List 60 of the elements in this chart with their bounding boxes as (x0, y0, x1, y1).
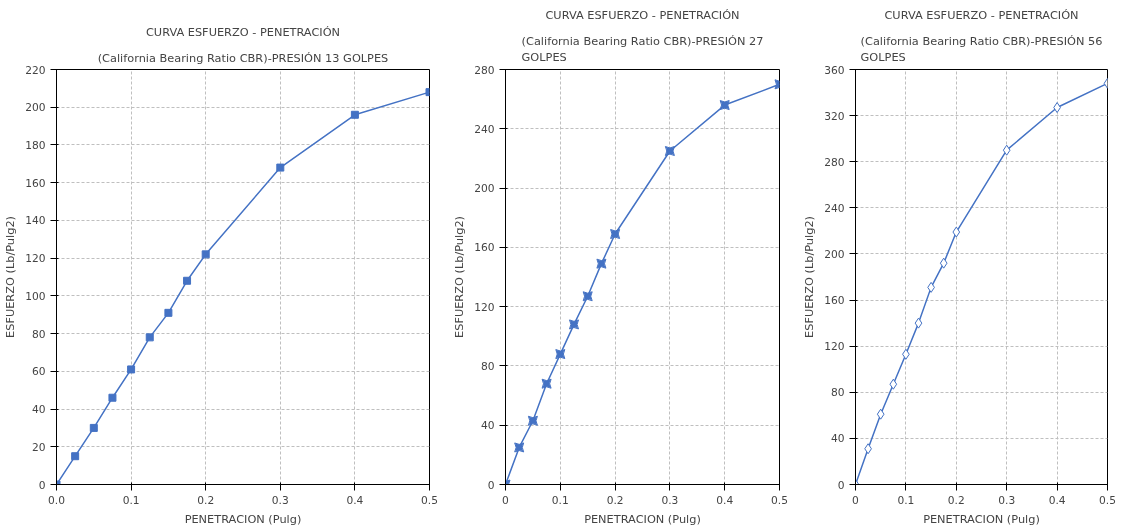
x-tick-label: 0 (852, 493, 860, 507)
y-tick-label: 40 (830, 432, 845, 446)
y-tick-label: 160 (474, 241, 495, 255)
chart-subtitle: (California Bearing Ratio CBR)-PRESIÓN 56 GOLPES (860, 33, 1103, 65)
chart-subtitle: (California Bearing Ratio CBR)-PRESIÓN 13 GOLPES (97, 50, 389, 65)
y-axis-title: ESFUERZO (Lb/Pulg2) (802, 216, 817, 338)
x-tick-label: 0.2 (947, 493, 965, 507)
y-tick-label: 160 (824, 294, 845, 308)
chart-title: CURVA ESFUERZO - PENETRACIÓN (545, 7, 740, 22)
x-tick-label: 0.4 (1048, 493, 1066, 507)
y-tick-label: 60 (31, 365, 46, 379)
y-tick-label: 80 (31, 327, 46, 341)
chart-title: CURVA ESFUERZO - PENETRACIÓN (145, 24, 341, 39)
chart-title: CURVA ESFUERZO - PENETRACIÓN (884, 7, 1079, 22)
y-tick-label: 240 (824, 201, 845, 215)
y-axis-title: ESFUERZO (Lb/Pulg2) (452, 216, 467, 338)
y-tick-label: 160 (25, 176, 46, 190)
x-tick-label: 0.4 (346, 493, 364, 507)
chart-subtitle: (California Bearing Ratio CBR)-PRESIÓN 27 GOLPES (521, 33, 764, 65)
y-tick-label: 240 (474, 122, 495, 136)
y-tick-label: 140 (25, 214, 46, 228)
x-axis-title: PENETRACION (Pulg) (584, 511, 701, 526)
x-tick-label: 0.1 (122, 493, 140, 507)
y-tick-label: 0 (38, 478, 46, 492)
x-tick-label: 0.1 (897, 493, 915, 507)
x-tick-label: 0.5 (771, 493, 788, 507)
x-axis-title: PENETRACION (Pulg) (923, 511, 1040, 526)
y-tick-label: 200 (474, 182, 495, 196)
y-tick-label: 0 (837, 478, 845, 492)
x-axis-title: PENETRACION (Pulg) (184, 511, 302, 526)
y-tick-label: 40 (31, 403, 46, 417)
y-tick-label: 180 (25, 138, 46, 152)
y-tick-label: 20 (31, 440, 46, 454)
y-tick-label: 0 (487, 478, 495, 492)
x-tick-label: 0.3 (661, 493, 679, 507)
x-tick-label: 0.3 (998, 493, 1016, 507)
y-tick-label: 220 (25, 63, 46, 77)
y-tick-label: 120 (25, 252, 46, 266)
y-tick-label: 80 (830, 386, 845, 400)
x-tick-label: 0.5 (1099, 493, 1116, 507)
y-tick-label: 200 (824, 247, 845, 261)
x-tick-label: 0.1 (551, 493, 569, 507)
y-tick-label: 200 (25, 101, 46, 115)
x-tick-label: 0.5 (421, 493, 438, 507)
y-tick-label: 360 (824, 63, 845, 77)
x-tick-label: 0.3 (271, 493, 289, 507)
y-tick-label: 80 (480, 359, 495, 373)
y-tick-label: 40 (480, 419, 495, 433)
x-tick-label: 0.2 (606, 493, 624, 507)
y-tick-label: 280 (824, 155, 845, 169)
y-tick-label: 120 (474, 300, 495, 314)
x-tick-label: 0 (502, 493, 510, 507)
x-tick-label: 0.2 (197, 493, 215, 507)
y-tick-label: 100 (25, 289, 46, 303)
y-tick-label: 120 (824, 340, 845, 354)
y-tick-label: 280 (474, 63, 495, 77)
x-tick-label: 0.4 (716, 493, 734, 507)
y-tick-label: 320 (824, 109, 845, 123)
y-axis-title: ESFUERZO (Lb/Pulg2) (3, 216, 18, 338)
x-tick-label: 0.0 (48, 493, 66, 507)
